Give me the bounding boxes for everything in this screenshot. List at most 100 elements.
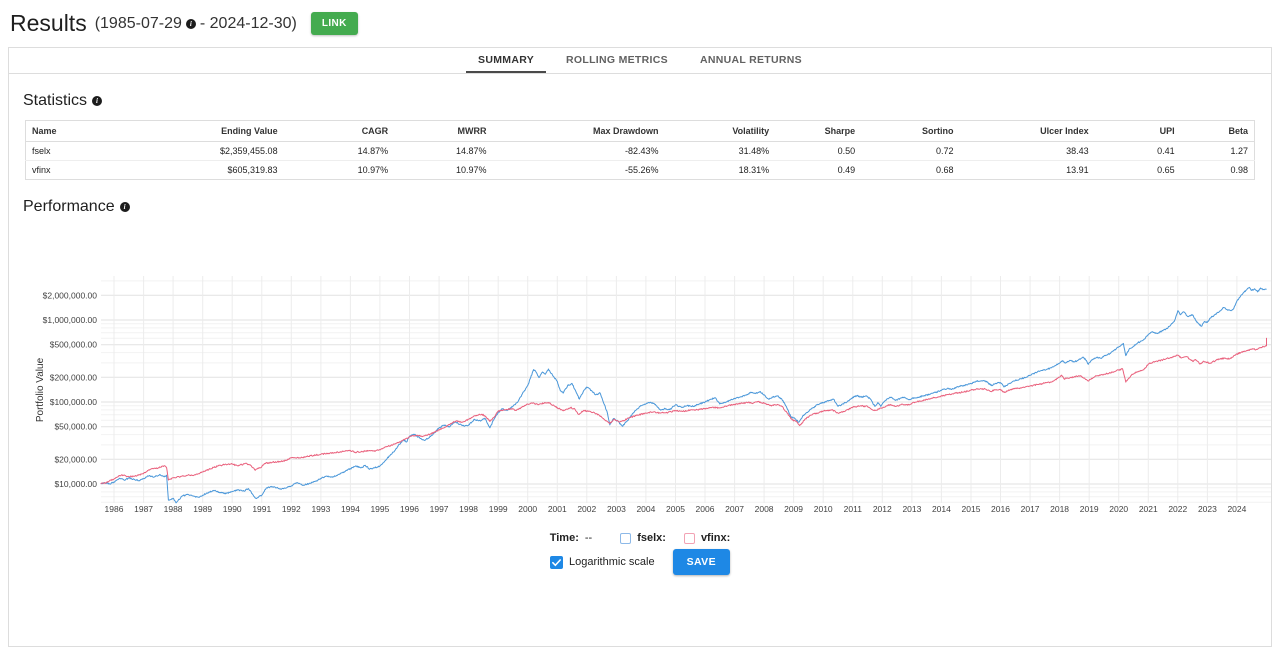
date-range-end: - 2024-12-30) xyxy=(199,14,297,32)
vfinx-toggle-checkbox[interactable] xyxy=(683,532,695,544)
table-cell: $2,359,455.08 xyxy=(99,141,284,161)
performance-chart: $10,000.00 $20,000.00 $50,000.00 $100,000.0… xyxy=(25,270,1273,533)
x-axis-tick-label: 2021 xyxy=(1139,504,1158,514)
x-axis-tick-label: 2020 xyxy=(1109,504,1128,514)
series-line-vfinx xyxy=(100,337,1267,485)
table-cell: 1.27 xyxy=(1180,141,1255,161)
column-header: Sortino xyxy=(861,120,960,142)
x-axis-tick-label: 2003 xyxy=(607,504,626,514)
tab-annual-returns[interactable]: ANNUAL RETURNS xyxy=(699,54,802,66)
x-axis-tick-label: 2005 xyxy=(666,504,685,514)
column-header: CAGR xyxy=(283,120,395,142)
table-cell: fselx xyxy=(25,141,100,161)
table-cell: 14.87% xyxy=(394,141,493,161)
table-cell: 31.48% xyxy=(664,141,776,161)
table-cell: $605,319.83 xyxy=(227,165,278,175)
y-axis-tick-label: $200,000.00 xyxy=(50,372,98,382)
x-axis-tick-label: 1991 xyxy=(252,504,271,514)
table-cell: 38.43 xyxy=(959,141,1095,161)
x-axis-tick-label: 2024 xyxy=(1227,504,1246,514)
x-axis-tick-label: 1987 xyxy=(134,504,153,514)
x-axis-tick-label: 2013 xyxy=(902,504,921,514)
x-axis-tick-label: 2015 xyxy=(962,504,981,514)
table-cell: vfinx xyxy=(32,165,51,175)
y-axis-tick-label: $20,000.00 xyxy=(54,454,97,464)
legend-row: Time: -- fselx: vfinx: xyxy=(550,532,731,544)
x-axis-tick-label: 2006 xyxy=(696,504,715,514)
statistics-table: Name Ending Value CAGR MWRR Max Drawdown Vola… xyxy=(25,120,1255,180)
tab-bar: SUMMARY ROLLING METRICS ANNUAL RETURNS xyxy=(9,48,1271,74)
results-card: SUMMARY ROLLING METRICS ANNUAL RETURNS S… xyxy=(8,47,1272,647)
table-header-row: Name Ending Value CAGR MWRR Max Drawdown Vola… xyxy=(25,120,1255,142)
y-axis-tick-label: $2,000,000.00 xyxy=(43,290,98,300)
time-value: -- xyxy=(584,532,593,544)
statistics-title: Statistics i xyxy=(23,92,1271,110)
options-row: Logarithmic scale SAVE xyxy=(549,549,730,575)
table-cell: 10.97% xyxy=(455,165,487,175)
table-cell: 0.49 xyxy=(837,165,856,175)
save-button[interactable]: SAVE xyxy=(672,549,730,575)
x-axis-tick-label: 2023 xyxy=(1198,504,1217,514)
x-axis-tick-label: 2002 xyxy=(577,504,596,514)
info-icon[interactable]: i xyxy=(185,18,196,29)
table-cell: 0.98 xyxy=(1230,165,1248,175)
y-axis-tick-label: $50,000.00 xyxy=(54,422,97,432)
fselx-toggle-checkbox[interactable] xyxy=(620,532,632,544)
fselx-toggle-label[interactable]: fselx: xyxy=(637,532,666,544)
x-axis-tick-label: 2012 xyxy=(873,504,892,514)
date-range-start: (1985-07-29 xyxy=(94,14,182,32)
table-cell: 0.68 xyxy=(935,165,954,175)
x-axis-tick-label: 1996 xyxy=(400,504,419,514)
x-axis-tick-label: 1998 xyxy=(459,504,478,514)
y-axis-title: Portfolio Value xyxy=(35,357,46,422)
logarithmic-scale-label[interactable]: Logarithmic scale xyxy=(568,556,655,568)
tab-summary[interactable]: SUMMARY xyxy=(466,48,547,73)
chart-controls: Time: -- fselx: vfinx: Logarithmic scale… xyxy=(9,532,1271,575)
table-cell: 0.72 xyxy=(861,141,960,161)
x-axis-tick-label: 1995 xyxy=(370,504,389,514)
table-cell: 18.31% xyxy=(738,165,770,175)
column-header: Ending Value xyxy=(99,120,284,142)
x-axis-tick-label: 2007 xyxy=(725,504,744,514)
x-axis-tick-label: 1992 xyxy=(282,504,301,514)
series-line-fselx xyxy=(100,286,1267,504)
table-row: vfinx $605,319.83 10.97% 10.97% -55.26% 18.31… xyxy=(26,161,1255,180)
time-label: Time: xyxy=(549,532,579,544)
table-cell: -55.26% xyxy=(625,165,659,175)
link-button[interactable]: LINK xyxy=(310,12,358,35)
x-axis-tick-label: 1997 xyxy=(430,504,449,514)
column-header: Name xyxy=(25,120,100,142)
x-axis-tick-label: 1989 xyxy=(193,504,212,514)
x-axis-tick-label: 2009 xyxy=(784,504,803,514)
x-axis-tick-label: 1990 xyxy=(223,504,242,514)
x-axis-tick-label: 2010 xyxy=(814,504,833,514)
vfinx-toggle-label[interactable]: vfinx: xyxy=(700,532,731,544)
x-axis-tick-label: 2016 xyxy=(991,504,1010,514)
column-header: MWRR xyxy=(394,120,493,142)
x-axis-tick-label: 2019 xyxy=(1080,504,1099,514)
tab-rolling-metrics[interactable]: ROLLING METRICS xyxy=(566,54,668,66)
column-header: Max Drawdown xyxy=(492,120,665,142)
x-axis-tick-label: 2000 xyxy=(518,504,537,514)
logarithmic-scale-checkbox[interactable] xyxy=(549,555,563,569)
x-axis-tick-label: 1999 xyxy=(489,504,508,514)
info-icon[interactable]: i xyxy=(119,202,130,212)
performance-title: Performance i xyxy=(23,198,1271,216)
date-range: (1985-07-29 i - 2024-12-30) xyxy=(95,15,297,33)
x-axis-tick-label: 2018 xyxy=(1050,504,1069,514)
checkmark-icon xyxy=(552,558,561,566)
x-axis-tick-label: 2022 xyxy=(1168,504,1187,514)
x-axis-tick-label: 1986 xyxy=(105,504,124,514)
table-cell: 14.87% xyxy=(283,141,395,161)
info-icon[interactable]: i xyxy=(92,96,103,106)
page-title: Results xyxy=(10,10,87,36)
column-header: Volatility xyxy=(664,120,776,142)
column-header: Ulcer Index xyxy=(959,120,1095,142)
x-axis-tick-label: 2017 xyxy=(1021,504,1040,514)
statistics-table-wrap: Name Ending Value CAGR MWRR Max Drawdown Vola… xyxy=(25,120,1255,180)
table-cell: 13.91 xyxy=(1066,165,1089,175)
column-header: Sharpe xyxy=(775,120,862,142)
table-cell: -82.43% xyxy=(492,141,665,161)
x-axis-tick-label: 2004 xyxy=(636,504,655,514)
column-header: UPI xyxy=(1094,120,1181,142)
